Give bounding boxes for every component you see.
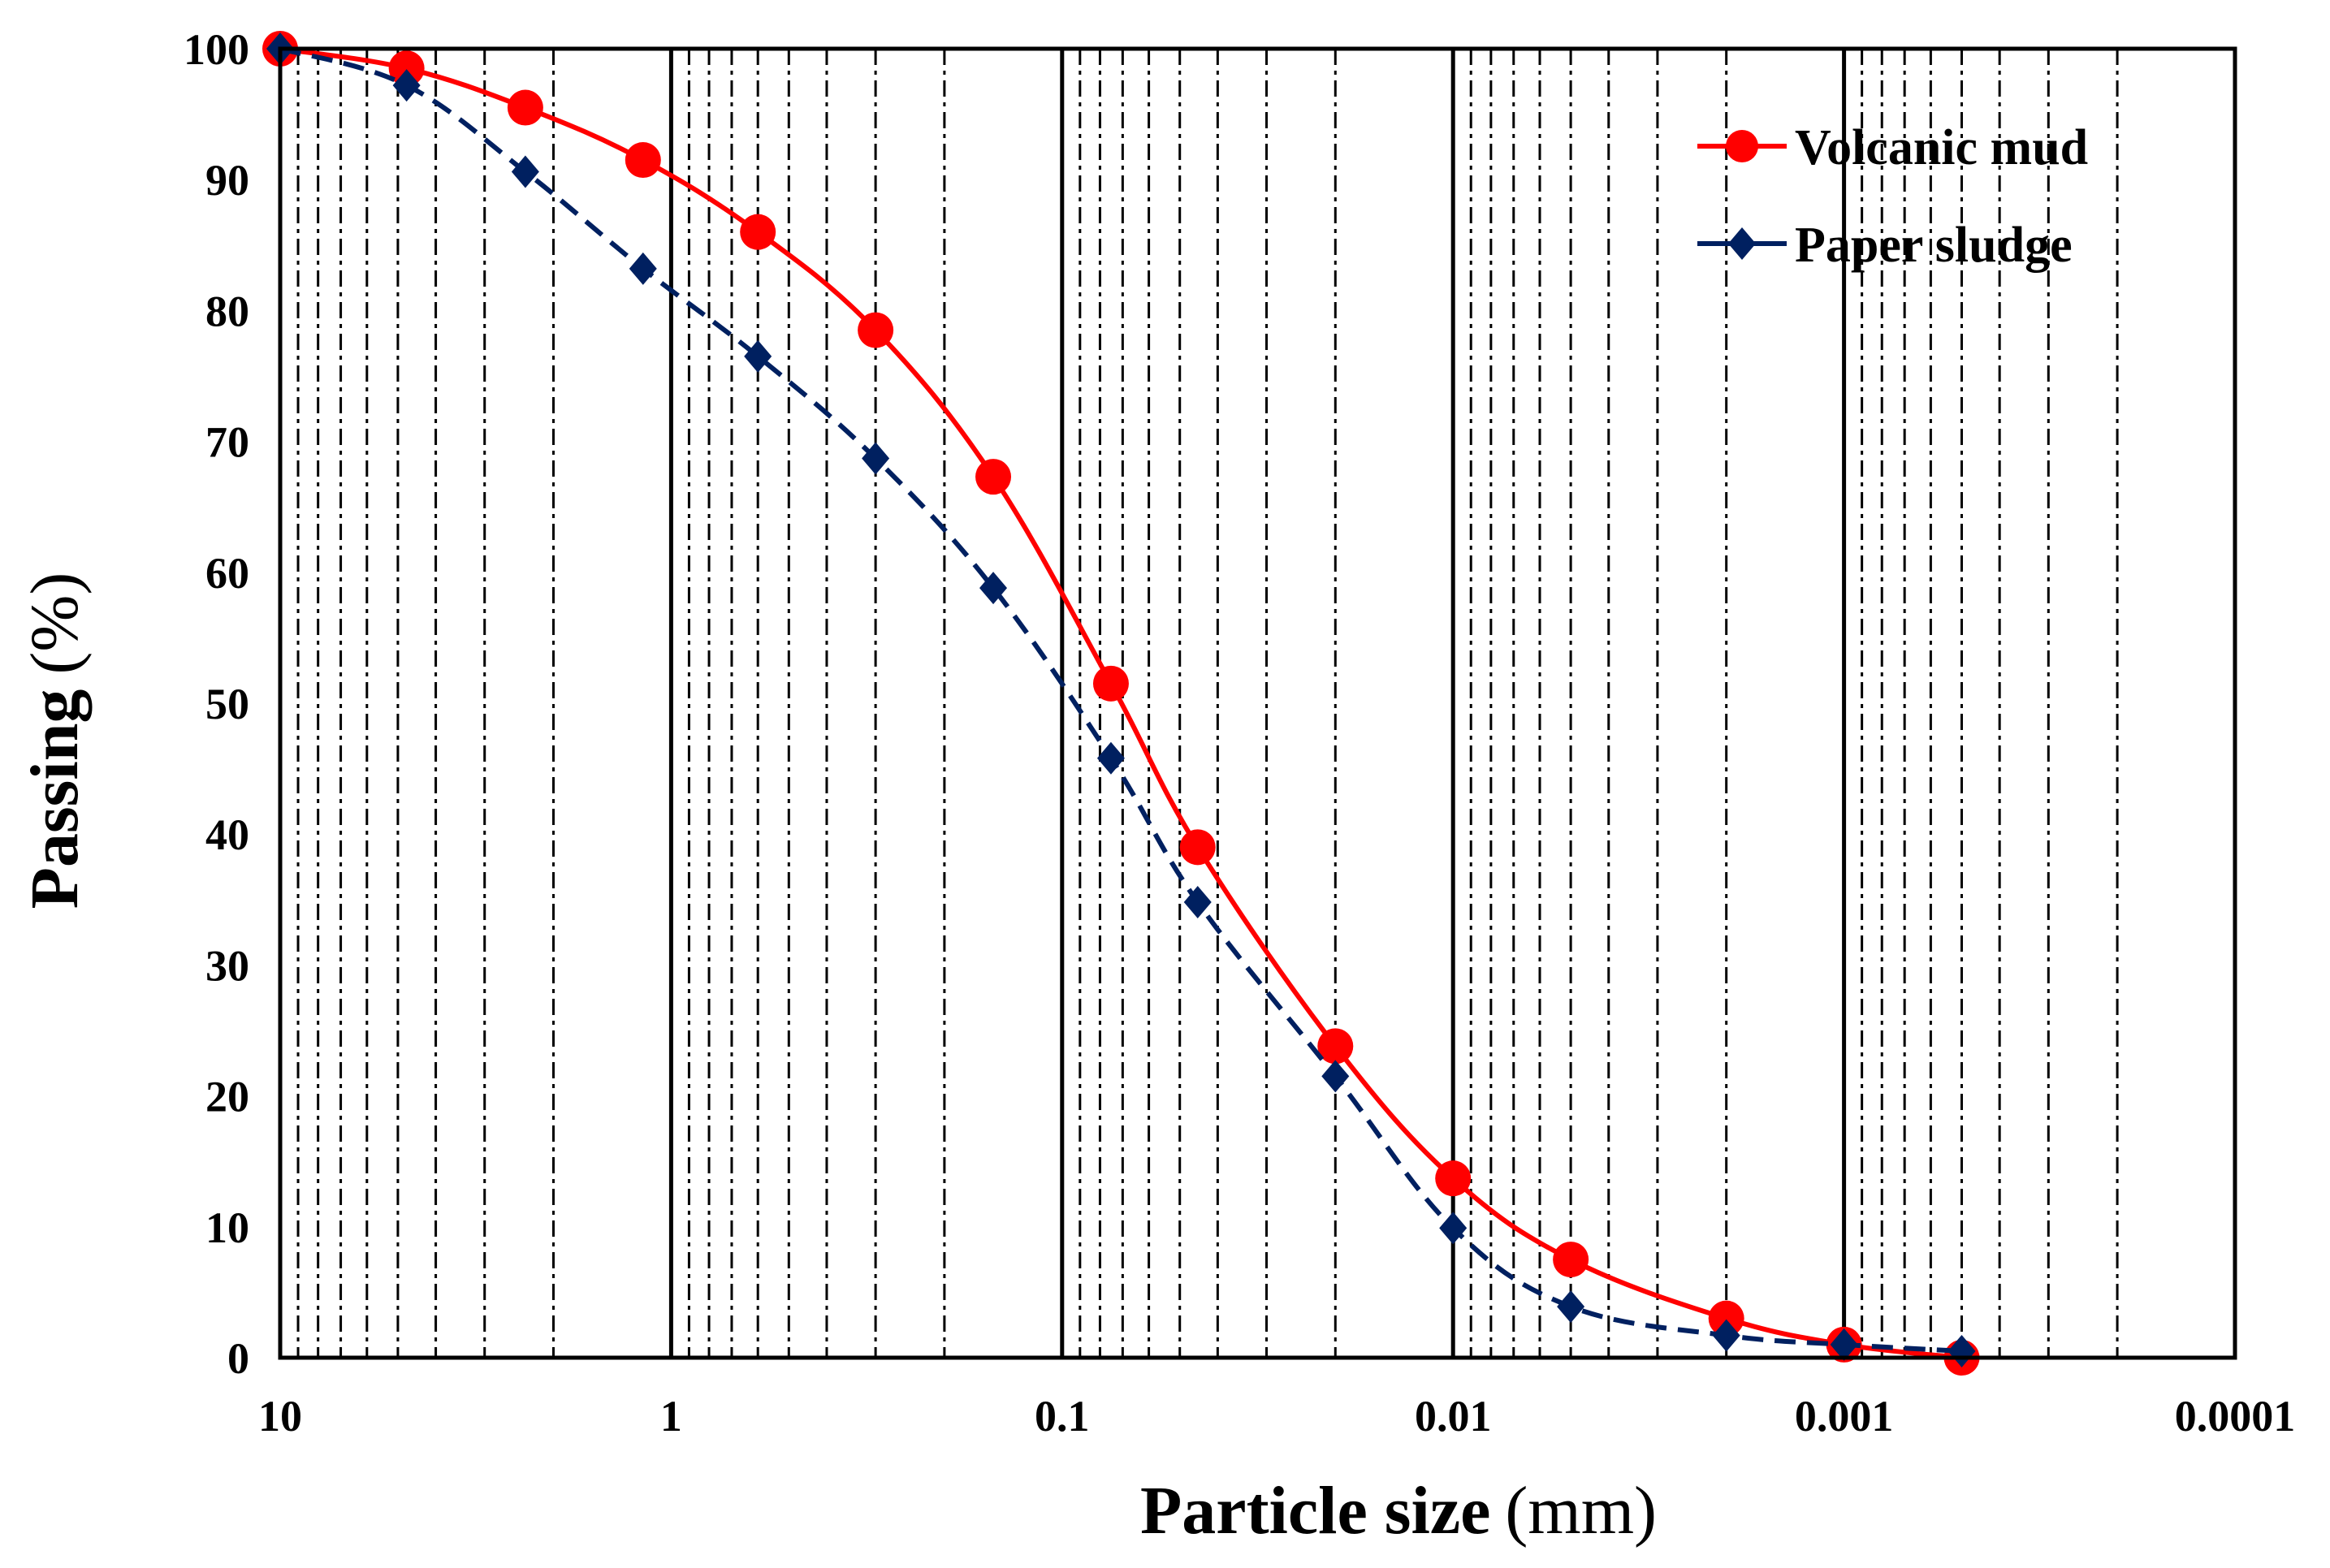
y-tick-label: 80	[205, 287, 249, 335]
y-tick-label: 90	[205, 156, 249, 205]
tick-labels: 10 1 0.1 0.01 0.001 0.00010102030405060708090…	[184, 25, 2295, 1441]
y-tick-label: 60	[205, 549, 249, 598]
x-tick-label: 0.0001	[2175, 1392, 2296, 1441]
legend-marker-paper-sludge	[1728, 227, 1756, 260]
legend-marker-volcanic-mud	[1726, 130, 1758, 162]
data-point-volcanic-mud	[1553, 1242, 1589, 1278]
y-axis-title-unit: (%)	[17, 572, 93, 675]
y-axis-title: Passing (%)	[17, 572, 93, 909]
y-tick-label: 100	[184, 25, 249, 74]
data-point-paper-sludge	[392, 69, 421, 102]
y-tick-label: 0	[227, 1334, 249, 1383]
legend-label-paper-sludge: Paper sludge	[1795, 218, 2073, 273]
data-point-volcanic-mud	[1179, 829, 1216, 866]
y-tick-label: 40	[205, 810, 249, 859]
data-point-volcanic-mud	[388, 50, 425, 87]
data-point-volcanic-mud	[625, 142, 661, 179]
data-point-paper-sludge	[1439, 1212, 1468, 1245]
x-tick-label: 1	[660, 1392, 682, 1441]
data-point-volcanic-mud	[740, 214, 776, 250]
data-point-paper-sludge	[1321, 1060, 1350, 1093]
legend: Volcanic mud Paper sludge	[1697, 120, 2088, 273]
gridlines	[296, 49, 2119, 1358]
y-tick-label: 30	[205, 941, 249, 990]
data-point-paper-sludge	[1830, 1328, 1858, 1361]
data-point-paper-sludge	[744, 339, 772, 373]
y-tick-label: 70	[205, 418, 249, 467]
data-point-paper-sludge	[1096, 741, 1125, 775]
y-tick-label: 20	[205, 1073, 249, 1121]
data-point-volcanic-mud	[507, 89, 543, 126]
data-point-volcanic-mud	[1435, 1160, 1472, 1197]
x-axis-title: Particle size (mm)	[1140, 1473, 1657, 1549]
data-point-paper-sludge	[979, 572, 1008, 605]
data-point-volcanic-mud	[1092, 665, 1129, 702]
data-point-paper-sludge	[511, 155, 539, 188]
data-point-volcanic-mud	[1708, 1300, 1744, 1337]
x-tick-label: 0.1	[1035, 1392, 1090, 1441]
data-point-paper-sludge	[1183, 886, 1212, 919]
plot-frame	[278, 46, 2237, 1360]
x-tick-label: 0.001	[1795, 1392, 1894, 1441]
x-tick-label: 0.01	[1415, 1392, 1492, 1441]
x-axis-title-unit: (mm)	[1505, 1473, 1657, 1549]
y-tick-label: 10	[205, 1203, 249, 1252]
series-layer	[262, 31, 1980, 1376]
data-point-volcanic-mud	[975, 459, 1012, 495]
y-axis-title-bold: Passing	[17, 689, 93, 909]
x-tick-label: 10	[258, 1392, 302, 1441]
y-tick-label: 50	[205, 680, 249, 728]
x-axis-title-bold: Particle size	[1140, 1473, 1490, 1549]
data-point-paper-sludge	[629, 252, 657, 285]
data-point-paper-sludge	[1712, 1319, 1740, 1352]
data-point-volcanic-mud	[1317, 1028, 1354, 1065]
data-point-volcanic-mud	[858, 312, 894, 348]
data-point-paper-sludge	[1557, 1290, 1585, 1324]
data-point-paper-sludge	[862, 442, 890, 475]
legend-label-volcanic-mud: Volcanic mud	[1795, 120, 2088, 175]
